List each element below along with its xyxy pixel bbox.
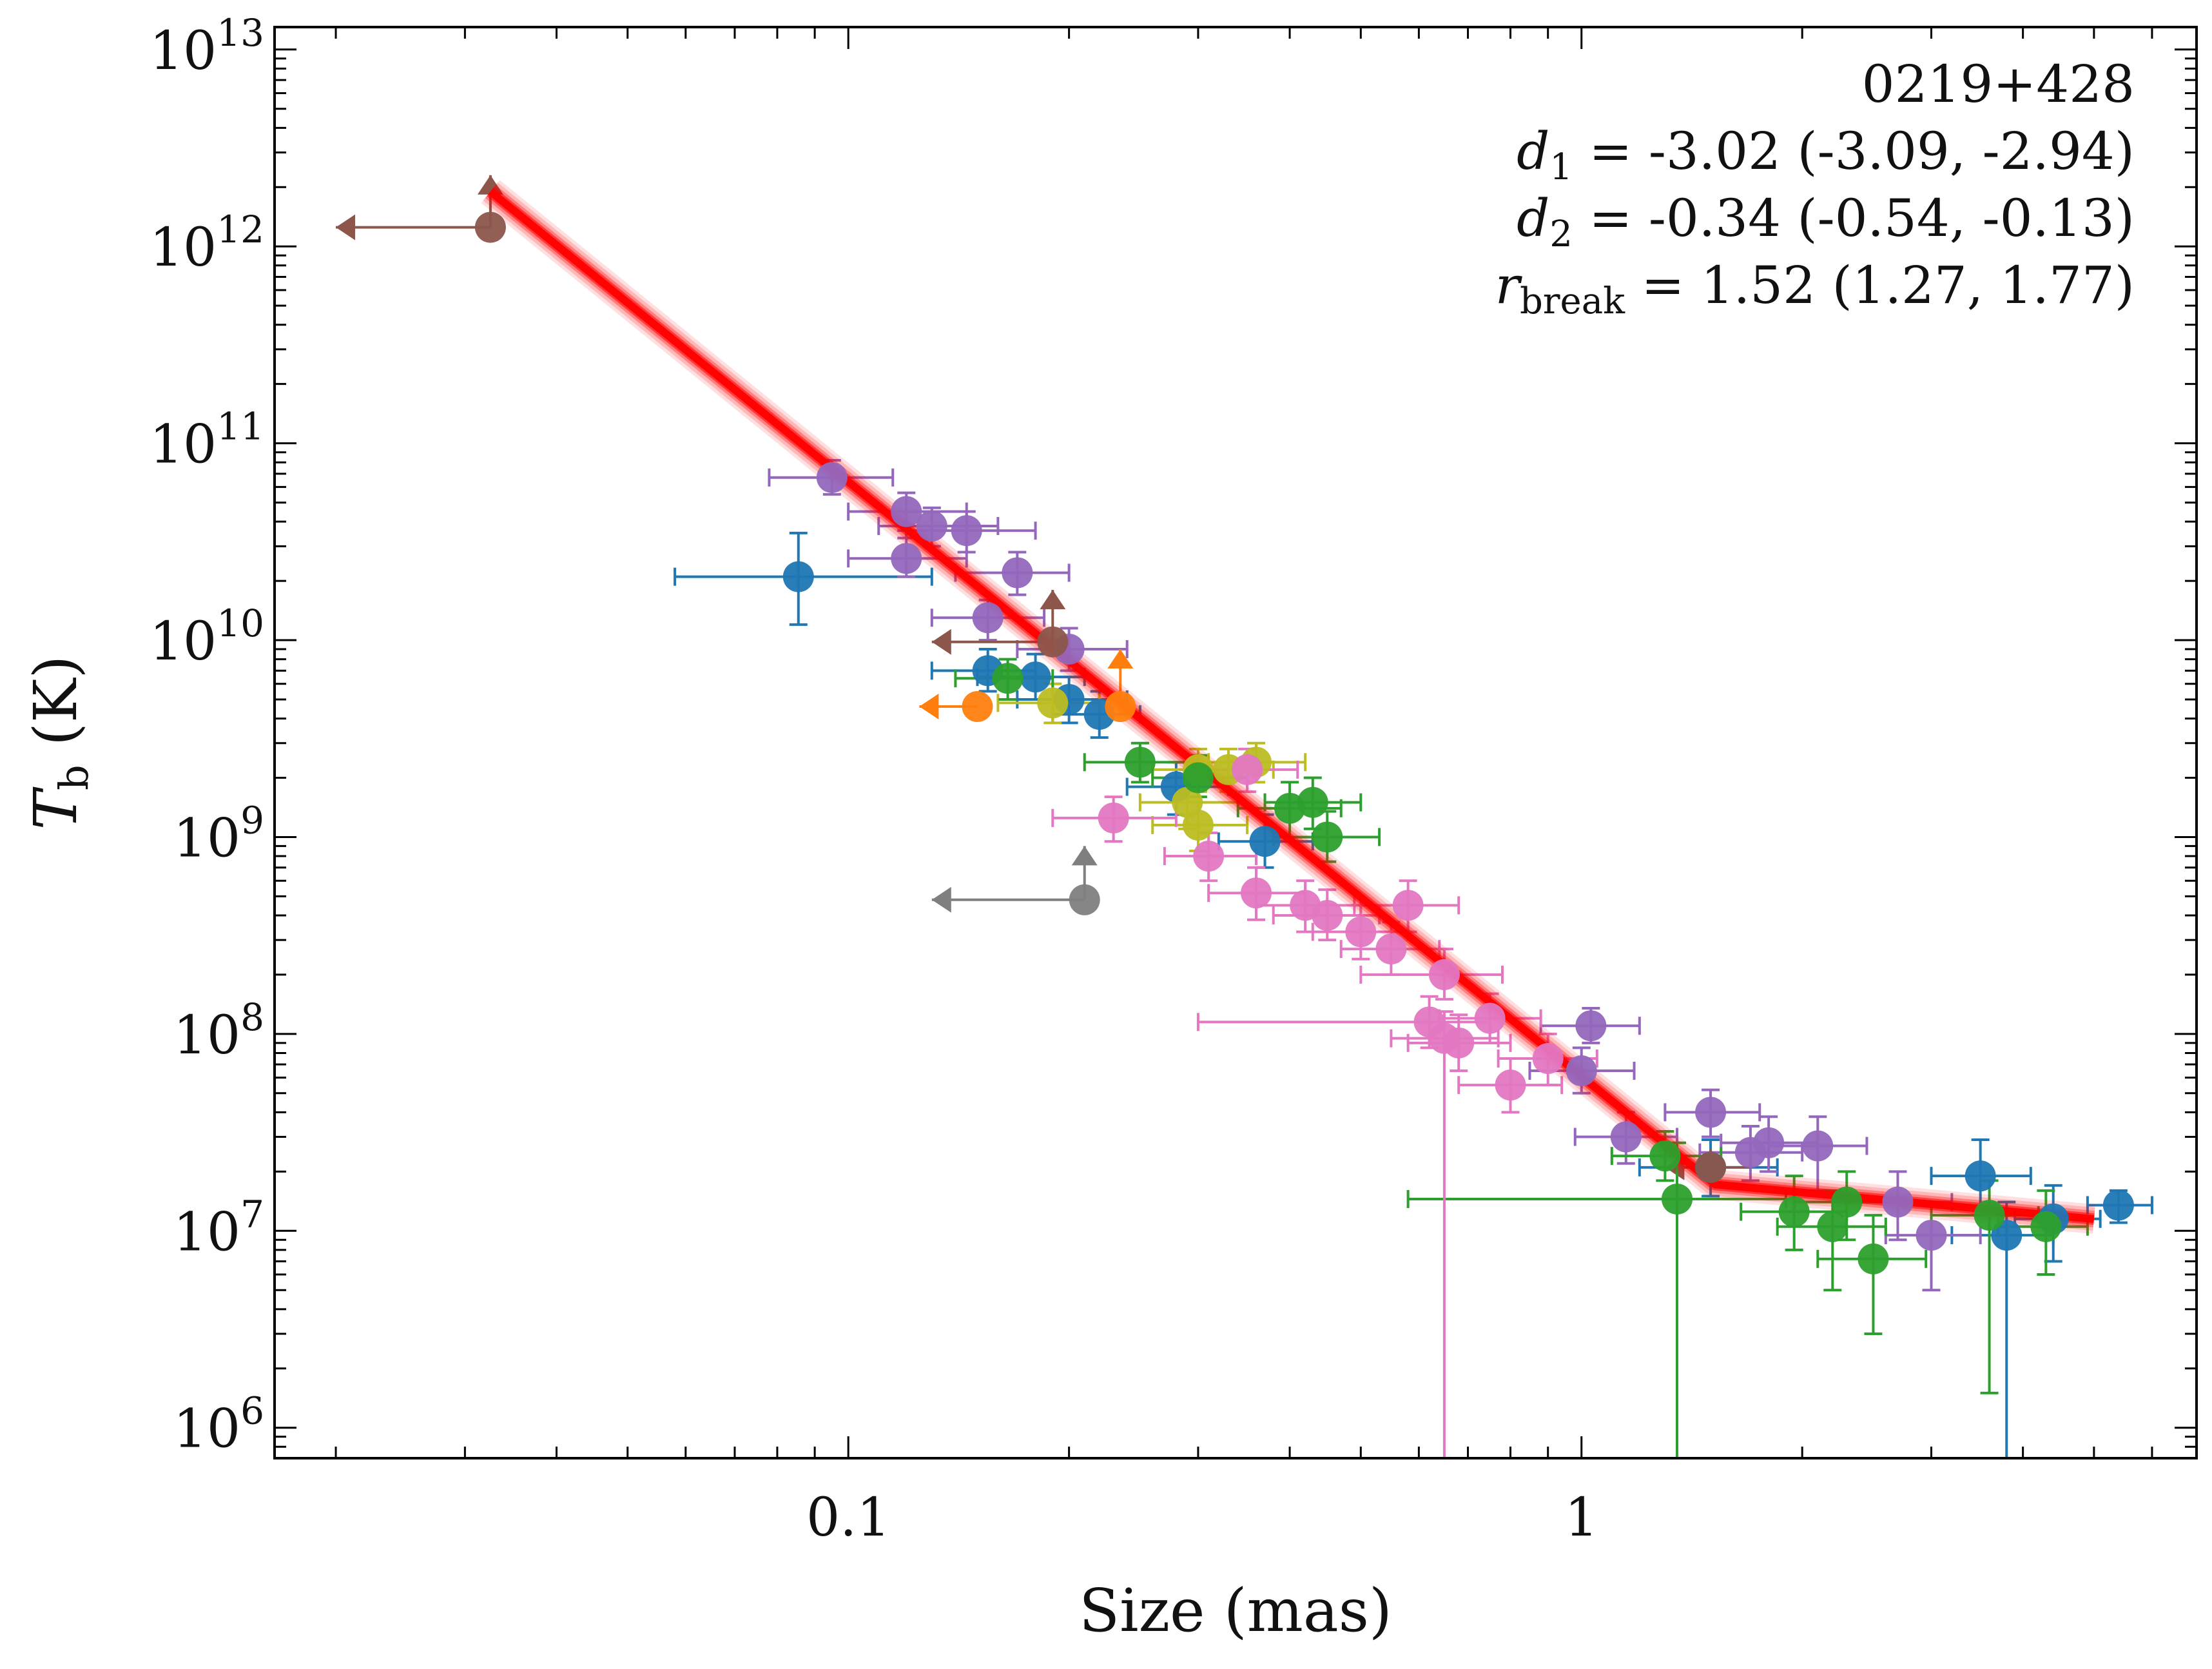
data-point <box>1734 1137 1766 1168</box>
y-tick-label: 1013 <box>150 11 264 82</box>
data-point <box>1241 877 1272 909</box>
data-point <box>1312 899 1343 931</box>
data-point <box>916 510 947 542</box>
data-point <box>891 496 922 527</box>
data-point <box>1566 1055 1597 1087</box>
y-tick-label: 1010 <box>150 601 264 672</box>
data-points <box>474 211 2134 1274</box>
data-point <box>1392 890 1424 921</box>
data-point <box>1610 1121 1642 1153</box>
upper-limit-arrow <box>931 886 951 913</box>
data-point <box>2102 1189 2134 1221</box>
data-point <box>1182 762 1214 794</box>
data-point <box>1428 959 1460 990</box>
data-point <box>891 543 922 574</box>
data-point <box>1297 786 1328 818</box>
y-axis-title: Tb (K) <box>21 656 97 830</box>
data-point <box>1858 1243 1889 1274</box>
lower-limit-arrow <box>1040 590 1066 610</box>
y-tick-label: 1011 <box>150 405 264 476</box>
data-point <box>1882 1186 1914 1218</box>
data-point <box>1069 884 1100 915</box>
data-point <box>1345 916 1377 948</box>
annotation-box: 0219+428 d1 = -3.02 (-3.09, -2.94) d2 = … <box>1495 54 2135 322</box>
upper-limit-arrow <box>336 214 356 240</box>
data-point <box>1037 687 1069 719</box>
data-point <box>972 602 1004 634</box>
y-axis-symbol: T <box>21 786 90 830</box>
data-point <box>1193 841 1225 872</box>
y-axis-subscript: b <box>50 765 97 790</box>
data-point <box>1575 1010 1607 1042</box>
annotation-source: 0219+428 <box>1862 54 2135 114</box>
data-point <box>1443 1027 1475 1059</box>
data-point <box>1916 1220 1947 1251</box>
data-point <box>1249 826 1281 857</box>
y-tick-label: 107 <box>173 1192 264 1263</box>
data-point <box>1312 821 1343 853</box>
data-point <box>1532 1043 1564 1075</box>
data-point <box>1974 1200 2005 1231</box>
axis-tick-labels: 0.1 1 106 107 108 109 1010 1011 1012 1013 <box>150 11 1598 1548</box>
data-point <box>951 515 982 547</box>
data-point <box>1375 933 1407 965</box>
data-point <box>782 561 814 592</box>
y-axis-unit: (K) <box>21 656 90 747</box>
data-point <box>1105 691 1136 723</box>
data-point <box>1965 1160 1996 1192</box>
annotation-d2: d2 = -0.34 (-0.54, -0.13) <box>1517 188 2135 255</box>
data-point <box>1695 1151 1727 1183</box>
data-point <box>1991 1220 2023 1251</box>
data-point <box>1802 1130 1834 1162</box>
lower-limit-arrow <box>1071 846 1098 866</box>
data-point <box>816 462 848 493</box>
data-point <box>1232 754 1263 785</box>
upper-limit-arrow <box>919 694 939 720</box>
data-point <box>2030 1211 2062 1242</box>
data-point <box>1020 661 1051 693</box>
y-tick-label: 1012 <box>150 208 264 278</box>
annotation-rbreak: rbreak = 1.52 (1.27, 1.77) <box>1495 255 2135 322</box>
data-point <box>1662 1183 1693 1215</box>
data-point <box>1002 557 1033 589</box>
data-point <box>992 663 1024 694</box>
data-point <box>1037 626 1069 658</box>
y-tick-label: 109 <box>173 798 264 869</box>
lower-limit-arrow <box>1107 649 1134 669</box>
data-point <box>962 691 993 723</box>
data-point <box>1124 747 1156 778</box>
data-point <box>1474 1002 1506 1034</box>
data-point <box>1778 1196 1810 1227</box>
x-tick-label: 1 <box>1565 1487 1598 1548</box>
data-point <box>474 211 506 243</box>
data-point <box>1098 802 1129 834</box>
data-point <box>1495 1069 1526 1101</box>
x-axis-title: Size (mas) <box>1079 1576 1392 1645</box>
axis-ticks <box>275 27 2197 1459</box>
data-point <box>1817 1211 1848 1242</box>
x-tick-label: 0.1 <box>806 1487 890 1548</box>
y-tick-label: 106 <box>173 1389 264 1460</box>
y-tick-label: 108 <box>173 995 264 1066</box>
upper-limit-arrow <box>931 629 951 655</box>
data-point <box>1695 1097 1727 1128</box>
annotation-d1: d1 = -3.02 (-3.09, -2.94) <box>1517 121 2135 188</box>
data-point <box>1182 809 1214 841</box>
data-point <box>1649 1140 1681 1172</box>
data-point <box>1831 1186 1863 1218</box>
